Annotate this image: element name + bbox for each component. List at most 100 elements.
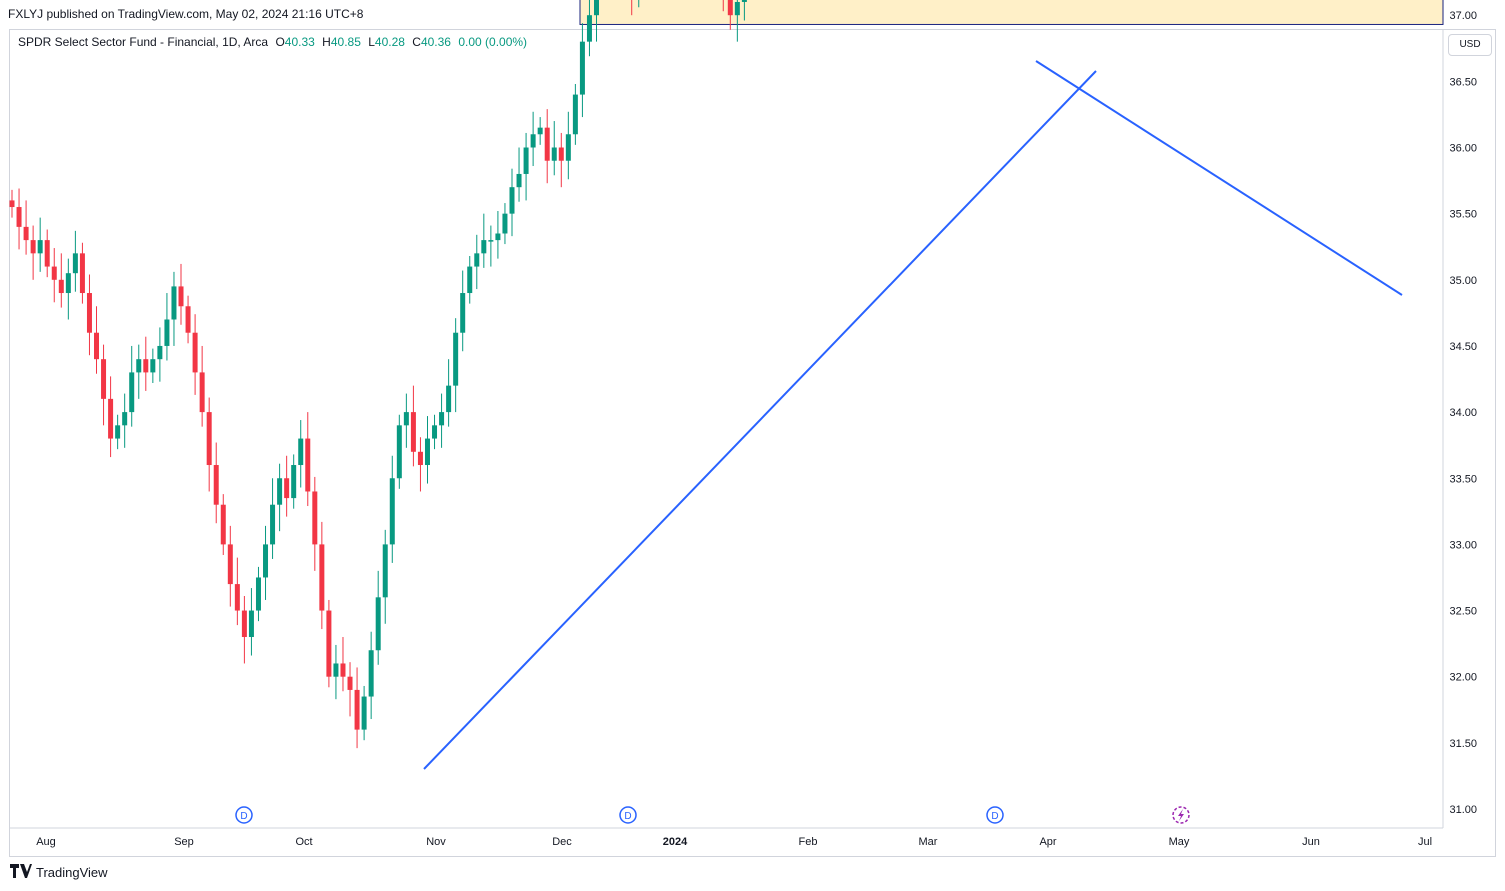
candle-body bbox=[741, 0, 747, 2]
candle-body bbox=[488, 240, 494, 242]
candle-body bbox=[523, 147, 529, 174]
candle-body bbox=[558, 147, 564, 161]
candle-body bbox=[403, 412, 409, 426]
symbol-title: SPDR Select Sector Fund - Financial, 1D,… bbox=[18, 35, 269, 49]
candle-body bbox=[361, 696, 367, 730]
price-tick-label: 34.50 bbox=[1449, 341, 1477, 353]
candle-body bbox=[51, 266, 57, 280]
candle-body bbox=[594, 0, 599, 16]
candle-body bbox=[326, 610, 332, 677]
price-tick-label: 32.00 bbox=[1449, 672, 1477, 684]
candle-body bbox=[368, 650, 374, 697]
candle-body bbox=[417, 451, 423, 466]
candle-body bbox=[143, 359, 149, 373]
candle-body bbox=[185, 306, 191, 333]
candle-body bbox=[277, 478, 283, 505]
candle-body bbox=[572, 94, 578, 135]
candle-body bbox=[192, 332, 198, 373]
candle-body bbox=[270, 504, 276, 545]
candle-body bbox=[319, 544, 325, 611]
price-tick-label: 33.50 bbox=[1449, 473, 1477, 485]
candle-body bbox=[516, 173, 522, 188]
downtrend-line bbox=[1035, 60, 1403, 296]
candle-body bbox=[298, 438, 304, 466]
time-tick-label: May bbox=[1169, 836, 1190, 848]
candle-body bbox=[9, 200, 15, 208]
low-label: L bbox=[368, 35, 375, 49]
candle-series bbox=[9, 0, 747, 749]
time-tick-label: Dec bbox=[552, 836, 572, 848]
dividend-marker-icon bbox=[235, 806, 253, 824]
candle-body bbox=[122, 412, 128, 426]
chart-frame bbox=[9, 29, 1496, 857]
trend-lines bbox=[423, 60, 1403, 770]
candle-body bbox=[30, 240, 36, 254]
time-tick-label: Aug bbox=[36, 836, 56, 848]
candle-body bbox=[565, 134, 571, 161]
time-tick-label: Apr bbox=[1039, 836, 1056, 848]
candle-body bbox=[164, 319, 170, 346]
candle-body bbox=[101, 359, 107, 399]
candle-body bbox=[44, 240, 50, 267]
candle-body bbox=[16, 207, 22, 227]
candle-body bbox=[227, 544, 233, 585]
price-axis: 31.00 31.50 32.00 32.50 33.00 33.50 34.00 34.50… bbox=[1442, 10, 1477, 828]
candle-body bbox=[199, 372, 205, 413]
candle-body bbox=[37, 240, 43, 254]
low-value: 40.28 bbox=[374, 35, 405, 49]
high-label: H bbox=[322, 35, 331, 49]
tradingview-logo-icon bbox=[10, 864, 32, 881]
candle-body bbox=[354, 689, 360, 730]
currency-button[interactable]: USD bbox=[1448, 34, 1492, 56]
time-tick-label: Oct bbox=[295, 836, 312, 848]
candle-body bbox=[248, 610, 254, 638]
open-value: 40.33 bbox=[284, 35, 315, 49]
candle-body bbox=[86, 293, 92, 333]
price-tick-label: 33.00 bbox=[1449, 539, 1477, 551]
dividend-marker-label: D bbox=[240, 811, 247, 822]
footer-brand[interactable]: TradingView bbox=[10, 864, 108, 881]
candle-body bbox=[150, 359, 156, 373]
candle-body bbox=[171, 286, 177, 320]
candle-body bbox=[79, 253, 85, 294]
candle-body bbox=[509, 187, 515, 214]
candle-body bbox=[312, 491, 318, 545]
candle-body bbox=[65, 273, 71, 294]
time-tick-label: Nov bbox=[426, 836, 446, 848]
candle-body bbox=[410, 412, 416, 452]
price-tick-label: 36.50 bbox=[1449, 76, 1477, 88]
price-tick-label: 35.00 bbox=[1449, 275, 1477, 287]
candle-body bbox=[551, 147, 557, 161]
price-tick-label: 31.50 bbox=[1449, 738, 1477, 750]
candle-body bbox=[502, 213, 508, 234]
candle-body bbox=[734, 1, 740, 16]
symbol-legend: SPDR Select Sector Fund - Financial, 1D,… bbox=[18, 35, 527, 49]
candle-body bbox=[544, 127, 550, 161]
candle-body bbox=[396, 425, 402, 479]
high-value: 40.85 bbox=[330, 35, 361, 49]
uptrend-line bbox=[423, 70, 1097, 770]
published-header: FXLYJ published on TradingView.com, May … bbox=[8, 7, 364, 21]
time-tick-label: 2024 bbox=[663, 836, 688, 848]
candle-body bbox=[213, 465, 219, 505]
change-value: 0.00 (0.00%) bbox=[458, 35, 528, 49]
price-tick-label: 32.50 bbox=[1449, 606, 1477, 618]
candle-body bbox=[255, 577, 261, 611]
candle-body bbox=[446, 385, 452, 413]
time-axis: Aug Sep Oct Nov Dec 2024 Feb Mar Apr May Jun Jul bbox=[10, 827, 1443, 848]
candle-body bbox=[375, 597, 381, 651]
close-value: 40.36 bbox=[420, 35, 451, 49]
candle-body bbox=[72, 253, 78, 274]
candle-body bbox=[23, 226, 29, 241]
dividend-marker-label: D bbox=[991, 811, 998, 822]
candle-body bbox=[220, 504, 226, 545]
candle-body bbox=[453, 332, 459, 386]
candle-body bbox=[108, 398, 114, 439]
zone-1 bbox=[579, 0, 1444, 25]
candle-body bbox=[579, 41, 585, 95]
candle-body bbox=[333, 663, 339, 677]
candle-body bbox=[241, 610, 247, 638]
candle-body bbox=[234, 584, 240, 611]
close-label: C bbox=[412, 35, 421, 49]
